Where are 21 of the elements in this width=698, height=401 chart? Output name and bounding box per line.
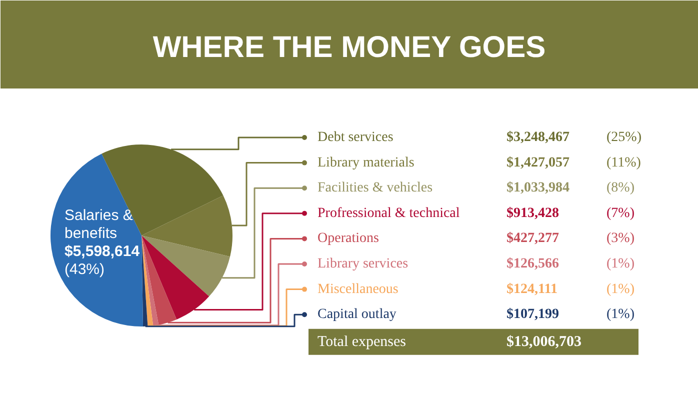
text: $126,566 (1%) <box>506 256 634 272</box>
legend-label: Facilities & vehicles <box>318 180 433 196</box>
text: $124,111 (1%) <box>506 282 634 297</box>
slice-label: Salaries & benefits <box>64 207 133 242</box>
chart-title: WHERE THE MONEY GOES <box>152 31 546 64</box>
text: $13,006,703 <box>506 334 582 350</box>
legend-label: Miscellaneous <box>318 282 398 297</box>
text: $107,199 (1%) <box>506 307 634 322</box>
legend-label: Profressional & technical <box>318 206 460 221</box>
legend-label: Operations <box>318 231 379 246</box>
legend-label: Library services <box>318 256 408 272</box>
data-label: $5,598,614 (43%) <box>64 243 140 278</box>
text: $913,428 (7%) <box>506 206 634 221</box>
text: $1,033,984 (8%) <box>506 180 634 196</box>
text: $1,427,057 (11%) <box>506 155 641 170</box>
legend-label: Debt services <box>318 130 394 145</box>
legend-label: Library materials <box>318 155 414 170</box>
text: $3,248,467 (25%) <box>506 130 642 145</box>
legend-label: Capital outlay <box>318 307 396 322</box>
text: $427,277 (3%) <box>506 231 634 246</box>
text: Total expenses <box>318 334 406 350</box>
